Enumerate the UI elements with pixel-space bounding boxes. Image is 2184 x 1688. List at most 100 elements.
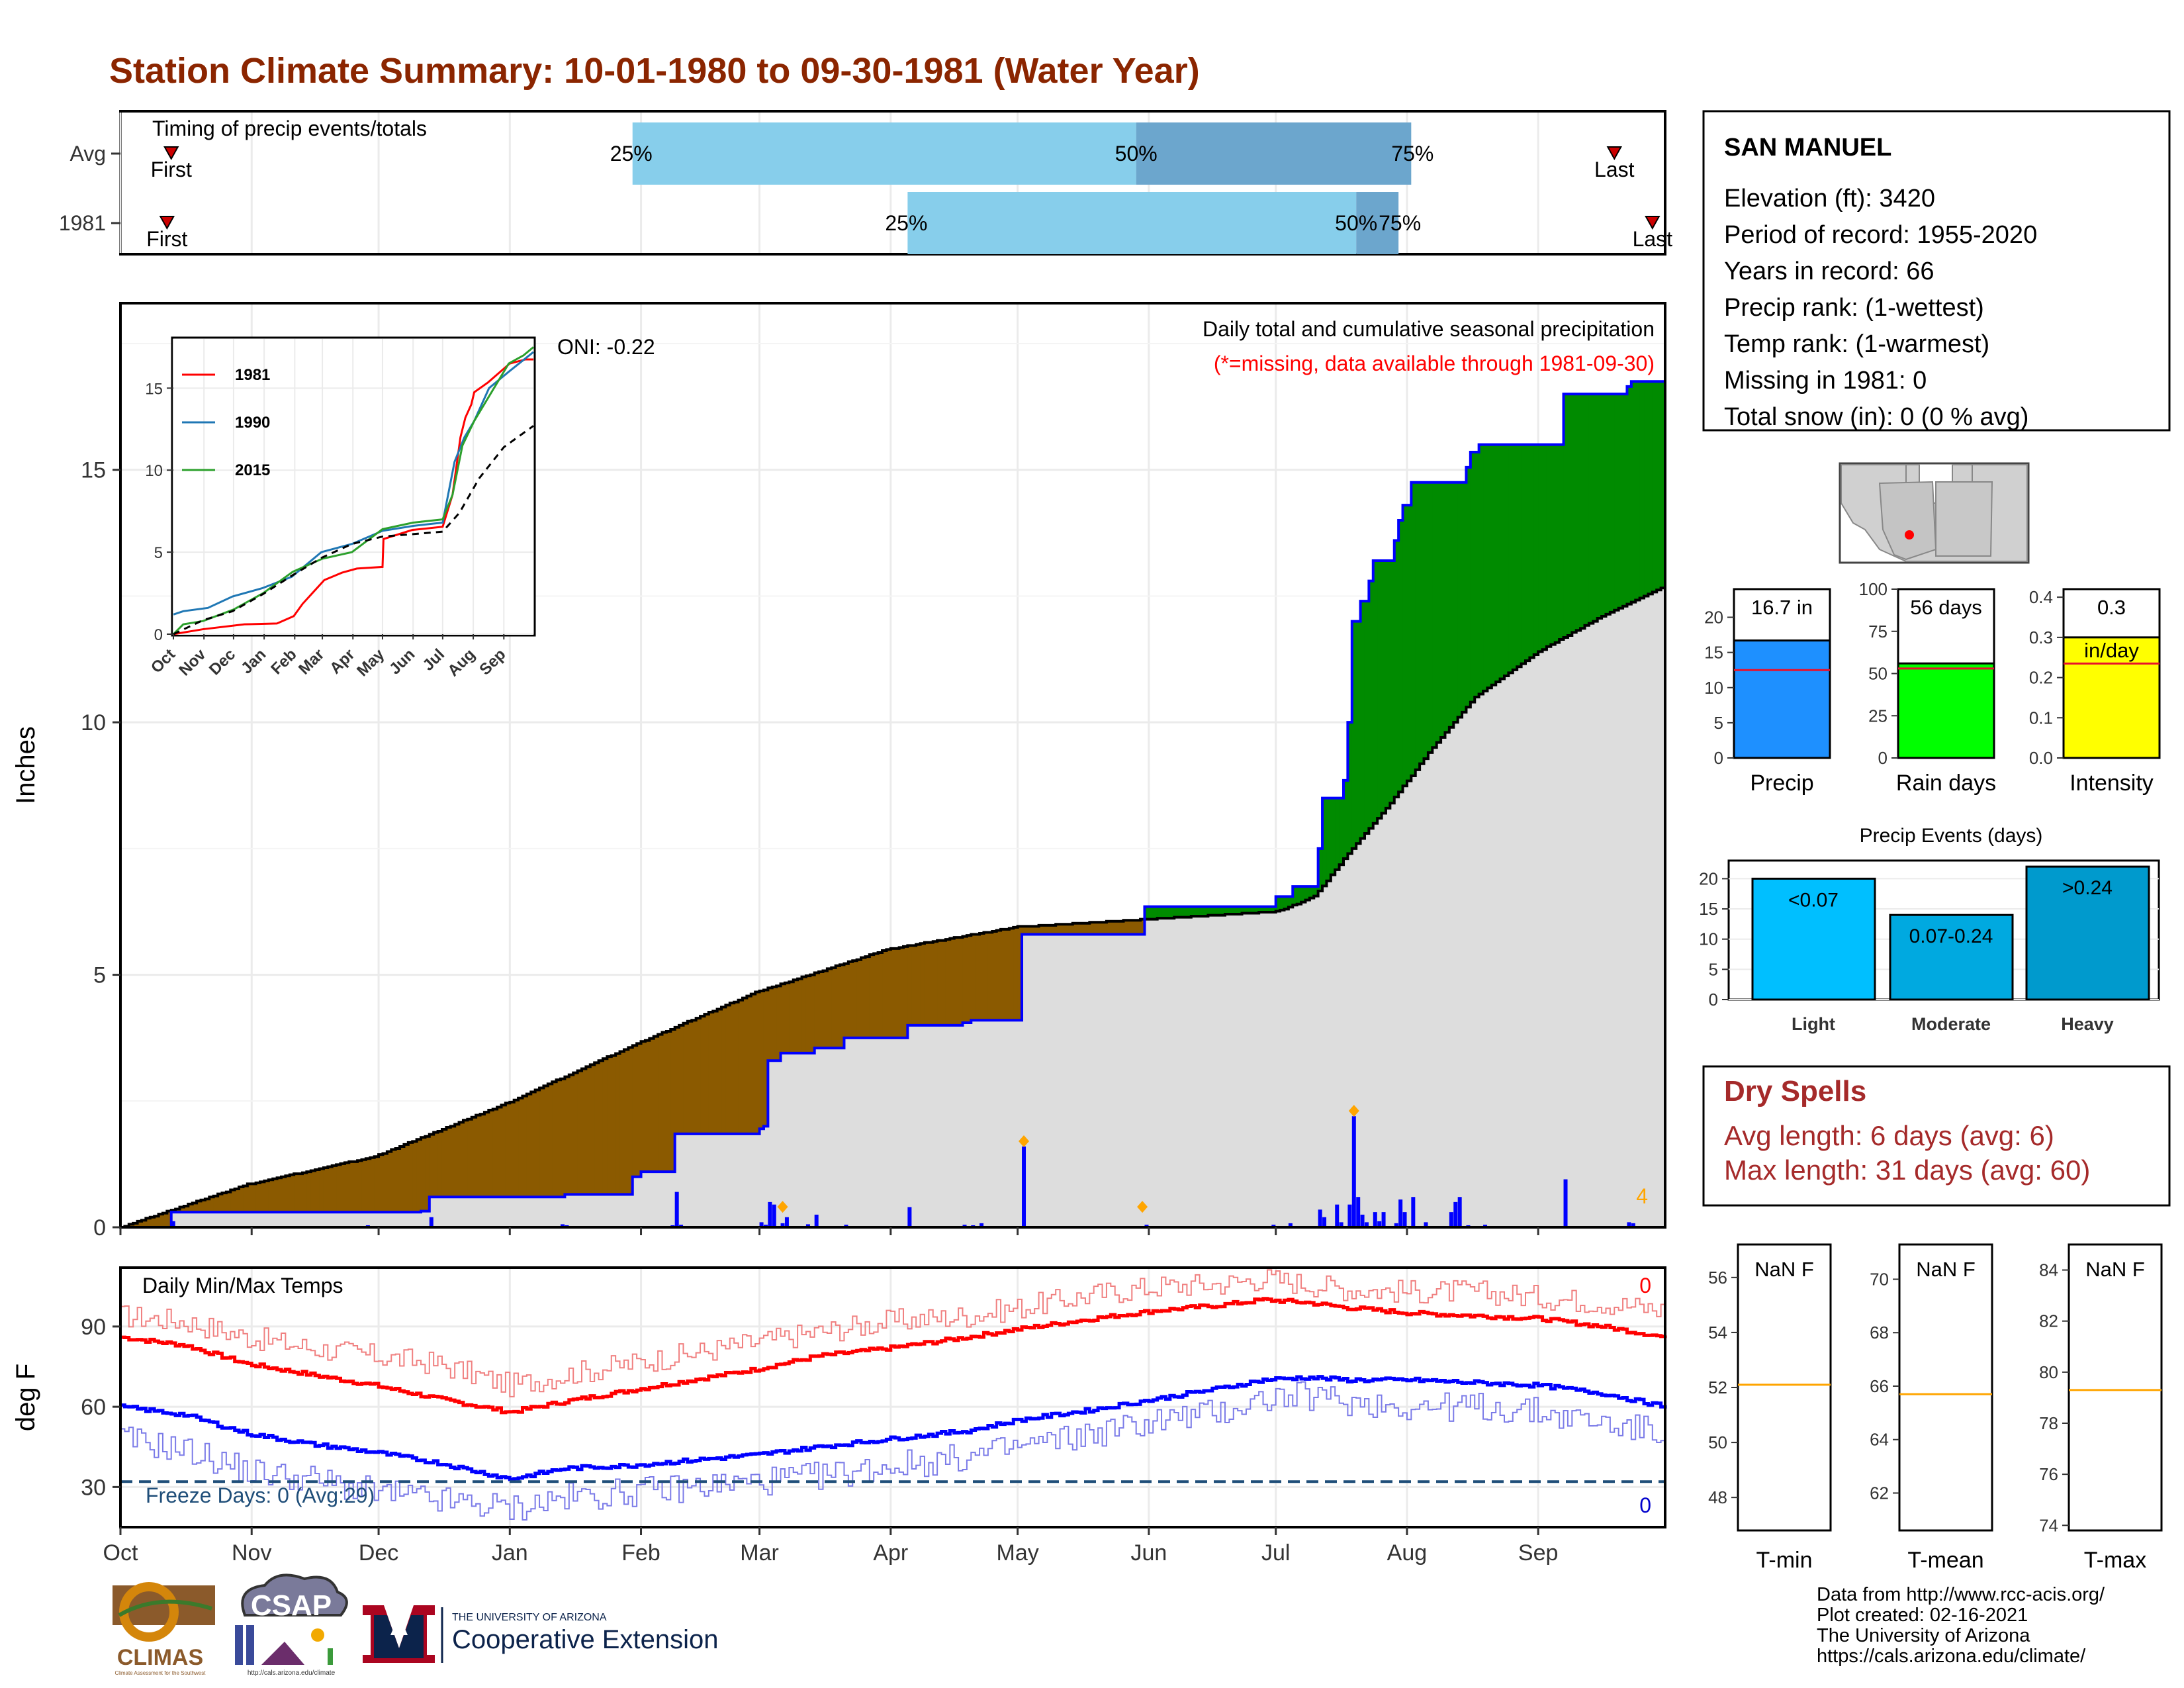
deficit-segment: [526, 1094, 531, 1197]
surplus-segment: [1224, 906, 1230, 915]
deficit-segment: [192, 1203, 197, 1213]
timing-q50-label: 50%: [1335, 211, 1377, 235]
deficit-segment: [755, 992, 760, 1134]
deficit-segment: [662, 1032, 667, 1172]
deficit-segment: [298, 1174, 303, 1213]
temp-summary-y-tick-label: 74: [2039, 1515, 2058, 1535]
deficit-segment: [446, 1127, 451, 1197]
month-tick-label: Sep: [1518, 1540, 1559, 1566]
surplus-segment: [1259, 906, 1264, 912]
daily-precip-bar: [1364, 1222, 1369, 1227]
deficit-segment: [294, 1174, 299, 1213]
temp-summary-tmin: NaN F 48 50 52 54 56 T-min: [1708, 1243, 1832, 1573]
surplus-segment: [1297, 886, 1302, 904]
deficit-segment: [674, 1027, 680, 1134]
deficit-segment: [471, 1117, 477, 1197]
surplus-segment: [1593, 394, 1598, 622]
surplus-segment: [1411, 482, 1416, 776]
temp-y-tick-label: 90: [81, 1315, 106, 1340]
large-event-marker: [1348, 1105, 1359, 1117]
deficit-segment: [1089, 922, 1095, 935]
ua-name: THE UNIVERSITY OF ARIZONA: [452, 1612, 607, 1623]
surplus-segment: [1639, 381, 1645, 598]
deficit-segment: [404, 1144, 409, 1213]
precip-y-tick-label: 15: [81, 458, 106, 483]
deficit-segment: [243, 1186, 248, 1213]
daily-precip-bar: [1022, 1146, 1026, 1227]
deficit-segment: [805, 976, 811, 1053]
deficit-segment: [582, 1068, 586, 1195]
deficit-segment: [141, 1220, 146, 1227]
surplus-segment: [1567, 394, 1572, 635]
deficit-segment: [670, 1029, 676, 1172]
deficit-segment: [501, 1105, 506, 1197]
daily-precip-bar: [1402, 1212, 1407, 1227]
summary-y-tick-label: 0: [1878, 748, 1888, 768]
deficit-segment: [188, 1203, 193, 1213]
surplus-segment: [1517, 444, 1522, 667]
daily-precip-bar: [171, 1221, 175, 1227]
temp-summary-value: NaN F: [2085, 1258, 2145, 1281]
summary-y-tick-label: 0.1: [2029, 708, 2053, 727]
deficit-segment: [518, 1098, 523, 1197]
deficit-segment: [340, 1163, 345, 1213]
deficit-segment: [696, 1018, 701, 1134]
min-temp-daily-line: [120, 1381, 1666, 1521]
surplus-segment: [1335, 798, 1340, 870]
surplus-segment: [1546, 444, 1551, 647]
surplus-segment: [1424, 482, 1429, 759]
deficit-segment: [255, 1182, 261, 1213]
deficit-segment: [966, 935, 972, 1023]
summary-bar-rain: [1897, 662, 1995, 759]
deficit-segment: [289, 1174, 295, 1213]
deficit-segment: [844, 963, 849, 1038]
surplus-segment: [1610, 394, 1615, 612]
deficit-segment: [349, 1161, 354, 1213]
surplus-segment: [1551, 444, 1556, 645]
deficit-segment: [539, 1088, 545, 1197]
last-event-marker: [1606, 146, 1622, 161]
large-event-marker: [1137, 1201, 1148, 1213]
daily-precip-bar: [780, 1223, 785, 1227]
surplus-segment: [1208, 906, 1213, 915]
daily-precip-bar: [1351, 1116, 1356, 1227]
deficit-segment: [916, 944, 921, 1025]
inset-y-tick-label: 5: [154, 544, 163, 562]
surplus-segment: [1203, 906, 1208, 917]
deficit-segment: [607, 1056, 612, 1195]
deficit-segment: [637, 1043, 642, 1177]
deficit-segment: [615, 1053, 621, 1195]
surplus-segment: [1216, 906, 1222, 915]
precip-y-tick-label: 10: [81, 710, 106, 735]
deficit-segment: [150, 1217, 155, 1227]
daily-precip-bar: [907, 1207, 912, 1227]
surplus-segment: [1487, 444, 1492, 688]
inset-legend-label: 1990: [235, 414, 270, 432]
deficit-segment: [463, 1120, 468, 1197]
deficit-segment: [175, 1209, 181, 1213]
deficit-segment: [222, 1193, 227, 1213]
deficit-segment: [395, 1148, 400, 1213]
deficit-segment: [213, 1196, 218, 1213]
surplus-segment: [1187, 906, 1192, 917]
surplus-segment: [1347, 722, 1353, 854]
summary-y-tick-label: 5: [1714, 713, 1723, 733]
events-y-tick-label: 15: [1699, 899, 1718, 919]
deficit-segment: [162, 1213, 167, 1227]
deficit-segment: [183, 1205, 189, 1213]
summary-y-tick-label: 20: [1704, 608, 1723, 628]
summary-value: 16.7 in: [1751, 596, 1813, 619]
deficit-segment: [561, 1078, 566, 1197]
temp-summary-y-tick-label: 52: [1708, 1378, 1727, 1397]
deficit-segment: [840, 964, 845, 1049]
inset-average-line: [173, 425, 534, 635]
deficit-segment: [319, 1168, 324, 1213]
month-tick-label: Oct: [103, 1540, 138, 1566]
ua-extension: Cooperative Extension: [452, 1625, 718, 1654]
surplus-segment: [1191, 906, 1196, 917]
deficit-segment: [653, 1036, 659, 1172]
deficit-segment: [1017, 926, 1023, 1021]
deficit-segment: [929, 942, 934, 1025]
surplus-segment: [1500, 444, 1505, 679]
